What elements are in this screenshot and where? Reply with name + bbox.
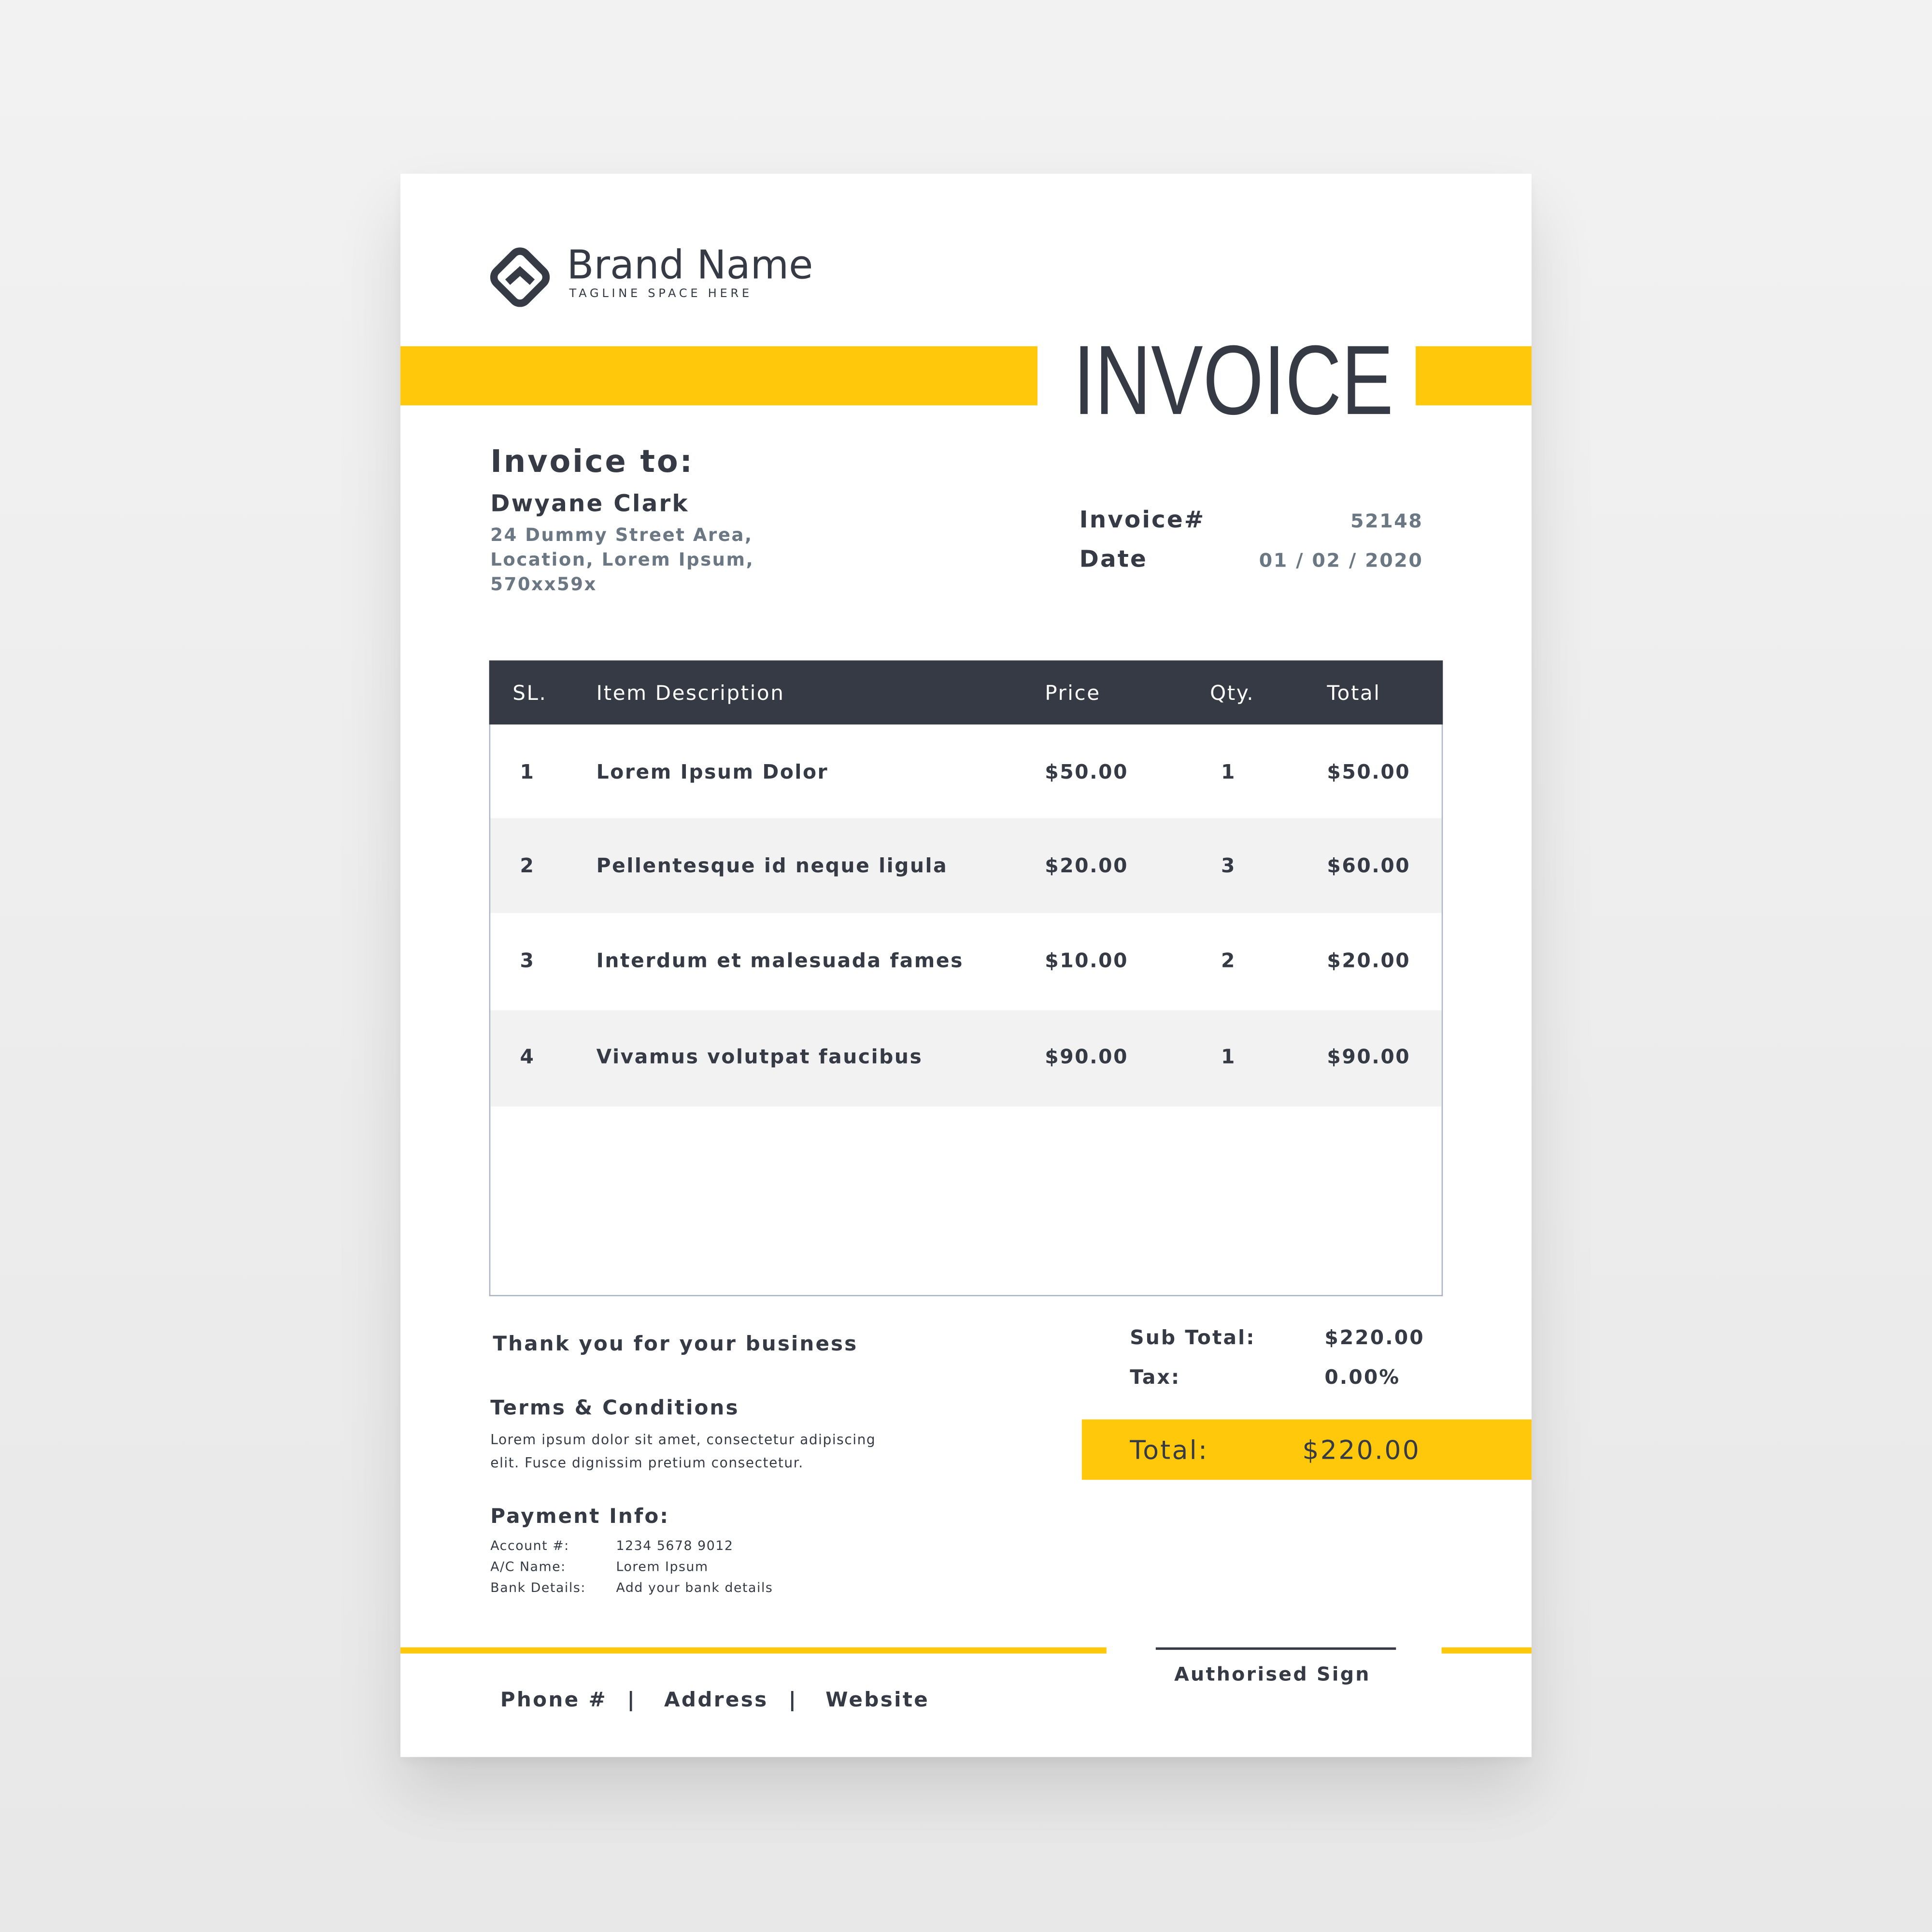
footer-separator: |: [627, 1688, 635, 1712]
row-description: Vivamus volutpat faucibus: [596, 1045, 923, 1068]
total-label: Total:: [1130, 1435, 1209, 1465]
row-sl: 1: [520, 760, 535, 784]
client-name: Dwyane Clark: [490, 490, 689, 518]
table-header: SL. Item Description Price Qty. Total: [489, 660, 1443, 724]
signature-line: [1155, 1647, 1396, 1649]
address-line: Location, Lorem Ipsum,: [490, 551, 754, 571]
row-price: $20.00: [1045, 853, 1129, 878]
header-sl: SL.: [512, 681, 547, 705]
terms-text: Lorem ipsum dolor sit amet, consectetur …: [490, 1428, 876, 1475]
items-table: [489, 660, 1443, 1296]
table-row: 4 Vivamus volutpat faucibus $90.00 1 $90…: [490, 1010, 1442, 1107]
invoice-title: INVOICE: [1073, 325, 1393, 435]
terms-line: Lorem ipsum dolor sit amet, consectetur …: [490, 1432, 876, 1448]
footer-website: Website: [825, 1688, 930, 1712]
payment-value: 1234 5678 9012: [616, 1539, 734, 1554]
footer-address: Address: [664, 1688, 768, 1712]
accent-bar-left: [400, 346, 1037, 406]
accent-bar-right: [1416, 346, 1532, 406]
brand-name: Brand Name: [567, 241, 813, 288]
tax-value: 0.00%: [1324, 1365, 1401, 1389]
row-sl: 3: [520, 949, 535, 972]
payment-row: Bank Details: Add your bank details: [490, 1578, 772, 1599]
row-price: $50.00: [1045, 760, 1129, 784]
footer-accent-line-right: [1441, 1647, 1532, 1654]
brand-logo-icon: [490, 247, 550, 307]
date-label: Date: [1079, 546, 1148, 573]
invoice-number-value: 52148: [1350, 510, 1423, 533]
header-description: Item Description: [596, 681, 785, 705]
row-total: $90.00: [1327, 1045, 1411, 1068]
payment-info: Account #: 1234 5678 9012 A/C Name: Lorem …: [490, 1536, 772, 1599]
header-price: Price: [1045, 681, 1101, 705]
payment-label: A/C Name:: [490, 1560, 566, 1575]
row-total: $20.00: [1327, 949, 1411, 972]
client-address: 24 Dummy Street Area, Location, Lorem Ip…: [490, 524, 754, 597]
table-row: 3 Interdum et malesuada fames $10.00 2 $…: [490, 913, 1442, 1010]
thank-you-note: Thank you for your business: [493, 1332, 858, 1356]
payment-value: Add your bank details: [616, 1580, 773, 1596]
address-line: 570xx59x: [490, 575, 597, 596]
brand-tagline: TAGLINE SPACE HERE: [569, 287, 753, 301]
table-row: 1 Lorem Ipsum Dolor $50.00 1 $50.00: [490, 724, 1442, 818]
tax-label: Tax:: [1130, 1365, 1181, 1389]
row-total: $60.00: [1327, 853, 1411, 878]
header-qty: Qty.: [1210, 681, 1255, 705]
footer-phone: Phone #: [500, 1688, 608, 1712]
terms-line: elit. Fusce dignissim pretium consectetu…: [490, 1455, 804, 1471]
payment-label: Bank Details:: [490, 1580, 586, 1596]
payment-label: Account #:: [490, 1539, 569, 1554]
row-description: Lorem Ipsum Dolor: [596, 760, 829, 784]
row-description: Interdum et malesuada fames: [596, 949, 964, 972]
total-value: $220.00: [1302, 1435, 1421, 1465]
row-qty: 1: [1221, 760, 1236, 784]
row-qty: 2: [1221, 949, 1236, 972]
terms-title: Terms & Conditions: [490, 1396, 739, 1420]
footer-accent-line-left: [400, 1647, 1107, 1654]
row-total: $50.00: [1327, 760, 1411, 784]
date-value: 01 / 02 / 2020: [1259, 549, 1423, 572]
total-bar: Total: $220.00: [1081, 1419, 1532, 1480]
row-sl: 4: [520, 1045, 535, 1068]
footer-separator: |: [788, 1688, 796, 1712]
authorised-sign: Authorised Sign: [1174, 1663, 1371, 1686]
invoice-number-label: Invoice#: [1079, 506, 1206, 534]
payment-value: Lorem Ipsum: [616, 1560, 709, 1575]
table-row: 2 Pellentesque id neque ligula $20.00 3 …: [490, 818, 1442, 913]
row-price: $10.00: [1045, 949, 1129, 972]
subtotal-label: Sub Total:: [1130, 1325, 1256, 1350]
header-total: Total: [1327, 681, 1381, 705]
row-qty: 1: [1221, 1045, 1236, 1068]
address-line: 24 Dummy Street Area,: [490, 526, 753, 546]
payment-row: A/C Name: Lorem Ipsum: [490, 1557, 708, 1578]
invoice-to-label: Invoice to:: [490, 443, 694, 480]
payment-title: Payment Info:: [490, 1504, 670, 1528]
subtotal-value: $220.00: [1324, 1325, 1425, 1350]
payment-row: Account #: 1234 5678 9012: [490, 1536, 733, 1557]
row-price: $90.00: [1045, 1045, 1129, 1068]
row-description: Pellentesque id neque ligula: [596, 853, 948, 878]
row-sl: 2: [520, 853, 535, 878]
row-qty: 3: [1221, 853, 1236, 878]
